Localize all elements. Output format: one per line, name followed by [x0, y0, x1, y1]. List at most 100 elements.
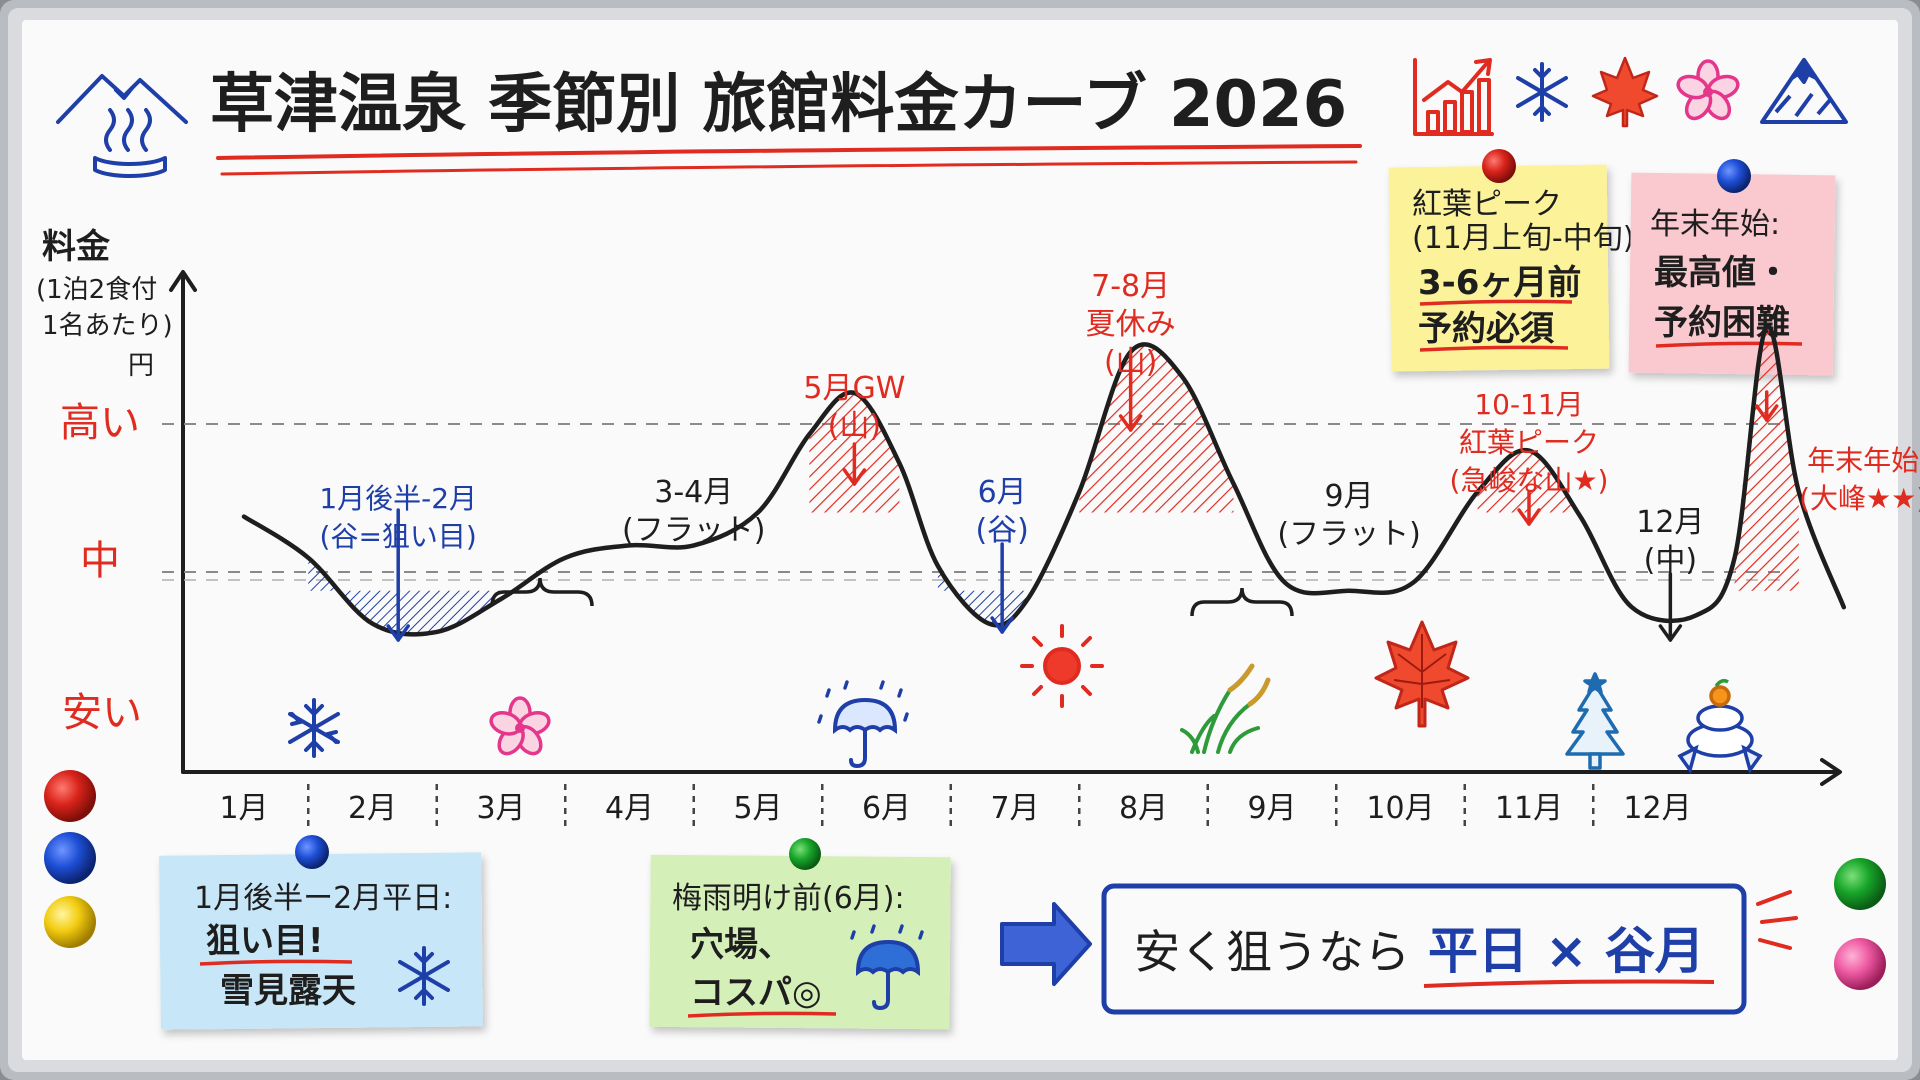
annotation-arrowhead — [990, 616, 1014, 634]
bracket-sep — [1190, 587, 1294, 617]
emphasis-marks — [1756, 890, 1798, 950]
note-koyo-line-2: (11月上旬-中旬): — [1412, 221, 1645, 256]
x-axis-arrow — [1820, 758, 1842, 786]
annotation-arrowhead — [842, 468, 867, 486]
peak-fill-koyo — [1477, 450, 1581, 517]
title-underline-2 — [220, 160, 1358, 176]
umbrella-rain-icon — [817, 680, 909, 769]
y-axis-label-1: 料金 — [42, 227, 111, 267]
x-tick-label: 8月 — [1119, 791, 1168, 826]
note-winter — [159, 852, 483, 1030]
conclusion-prefix: 安く狙うなら — [1134, 925, 1410, 979]
magnet-pin-red — [1482, 149, 1516, 183]
valley-fill-winter — [308, 557, 501, 635]
sakura-icon — [489, 696, 551, 756]
arrow-right-icon — [1000, 902, 1092, 986]
annotation-label: 夏休み — [1086, 307, 1176, 342]
x-tick-label: 11月 — [1495, 791, 1563, 826]
snowflake-icon — [1516, 62, 1568, 122]
magnet-green — [1834, 858, 1886, 910]
note-koyo-line-4: 予約必須 — [1418, 309, 1555, 349]
peak-fill-summer — [1079, 344, 1234, 513]
note-tsuyu-text: 梅雨明け前(6月): 穴場、 コスパ◎ — [672, 881, 905, 1018]
annotation-arrowhead-nenmatsu — [1754, 404, 1779, 422]
title-underline — [216, 144, 1362, 160]
bracket-mar-apr — [490, 577, 594, 607]
onsen-mountain-icon — [56, 74, 188, 178]
annotation-label: 6月 — [978, 475, 1027, 510]
note-winter-line-3: 雪見露天 — [220, 971, 356, 1011]
note-tsuyu — [649, 854, 951, 1030]
note-koyo-line-1: 紅葉ピーク — [1412, 187, 1562, 222]
magnet-pin-blue — [295, 835, 329, 869]
y-level-mid: 中 — [80, 538, 120, 584]
y-axis-arrow — [169, 270, 197, 292]
snowflake-icon — [398, 946, 450, 1006]
mountain-icon — [1760, 58, 1848, 124]
curve-annotations: 1月後半-2月(谷=狙い目)3-4月(フラット)5月GW(山)6月(谷)7-8月… — [319, 269, 1920, 642]
magnet-yellow — [44, 896, 96, 948]
annotation-label: 7-8月 — [1091, 269, 1170, 304]
chart-up-icon — [1413, 58, 1494, 136]
note-nenmatsu-line-1: 年末年始: — [1650, 207, 1780, 242]
annotation-label: (中) — [1644, 543, 1697, 578]
snowflake-icon — [288, 698, 340, 758]
kagami-mochi-icon — [1677, 678, 1763, 775]
x-tick-labels: 1月 2月 3月 4月 5月 6月 7月 8月 9月 10月 11月 12月 — [219, 791, 1691, 826]
x-tick-label: 6月 — [862, 791, 911, 826]
annotation-arrowhead — [1118, 414, 1143, 432]
sun-icon — [1020, 624, 1104, 708]
note-nenmatsu — [1628, 172, 1836, 376]
conclusion-highlight: 平日 × 谷月 — [1428, 922, 1705, 980]
annotation-label: (谷) — [975, 513, 1028, 548]
note-tsuyu-line-2: 穴場、 — [690, 925, 792, 965]
annotation-arrowhead — [1658, 624, 1683, 642]
annotation-label: 10-11月 — [1474, 388, 1583, 421]
annotation-label: (大峰★★) — [1799, 482, 1920, 515]
conclusion-underline — [1423, 979, 1715, 988]
note-koyo-line-3: 3-6ヶ月前 — [1418, 263, 1581, 303]
magnet-pin-green — [789, 838, 821, 870]
annotation-label: (フラット) — [1277, 517, 1420, 552]
magnet-blue — [44, 832, 96, 884]
annotation-arrowhead — [1517, 508, 1541, 526]
x-tick-label: 5月 — [733, 791, 782, 826]
maple-leaf-icon — [1374, 620, 1470, 728]
x-tick-label: 1月 — [219, 791, 268, 826]
y-level-low: 安い — [62, 690, 142, 736]
note-koyo-text: 紅葉ピーク (11月上旬-中旬): 3-6ヶ月前 予約必須 — [1412, 187, 1645, 352]
y-level-high: 高い — [60, 400, 140, 446]
annotation-label: 12月 — [1636, 505, 1704, 540]
annotation-label: 3-4月 — [654, 475, 733, 510]
note-tsuyu-line-3: コスパ◎ — [690, 973, 822, 1013]
x-tick-label: 4月 — [605, 791, 654, 826]
price-curve-chart: 料金 (1泊2食付 1名あたり) 円 高い 中 安い 1月 2月 3月 4月 5月 6月 7… — [36, 227, 1920, 826]
magnet-pin-blue — [1717, 159, 1751, 193]
x-tick-label: 12月 — [1623, 791, 1691, 826]
note-koyo-peak — [1388, 164, 1610, 372]
umbrella-rain-icon — [850, 924, 924, 1011]
conclusion-box — [1101, 883, 1747, 1015]
annotation-label: (フラット) — [622, 513, 765, 548]
chart-title: 草津温泉 季節別 旅館料金カーブ 2026 — [210, 68, 1347, 142]
annotation-label: (山) — [828, 409, 881, 444]
price-curve-line — [241, 324, 1847, 637]
y-axis-label-2: (1泊2食付 — [36, 275, 157, 305]
susuki-grass-icon — [1180, 663, 1271, 754]
x-tick-label: 2月 — [348, 791, 397, 826]
valley-fill-june — [937, 566, 1028, 625]
sakura-icon — [1676, 59, 1740, 121]
note-winter-text: 1月後半ー2月平日: 狙い目! 雪見露天 — [194, 881, 452, 1011]
note-nenmatsu-line-2: 最高値・ — [1654, 253, 1790, 293]
annotation-label: 紅葉ピーク — [1459, 426, 1599, 459]
annotation-label: 5月GW — [803, 371, 905, 406]
x-tick-label: 7月 — [990, 791, 1039, 826]
maple-leaf-icon — [1591, 56, 1659, 128]
x-tick-label: 3月 — [476, 791, 525, 826]
y-axis-label-4: 円 — [128, 351, 154, 381]
annotation-label: 9月 — [1325, 479, 1374, 514]
note-tsuyu-line-1: 梅雨明け前(6月): — [672, 881, 905, 916]
x-tick-label: 9月 — [1247, 791, 1296, 826]
magnet-pink — [1834, 938, 1886, 990]
